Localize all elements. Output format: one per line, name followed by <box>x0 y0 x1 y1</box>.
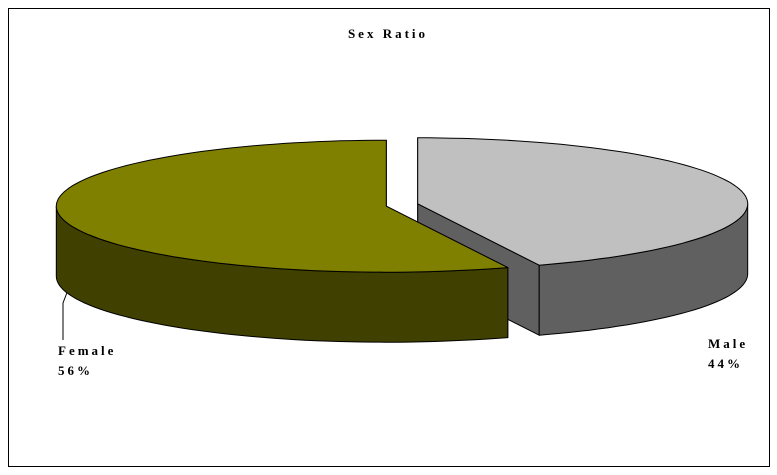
leader-line <box>62 289 69 340</box>
slice-value-label: 44% <box>708 356 743 371</box>
slice <box>417 137 749 266</box>
chart-title: Sex Ratio <box>348 26 428 41</box>
slice <box>55 139 509 273</box>
slice-value-label: 56% <box>58 363 93 378</box>
slice-label: Male <box>708 336 748 351</box>
slice-label: Female <box>58 343 116 358</box>
